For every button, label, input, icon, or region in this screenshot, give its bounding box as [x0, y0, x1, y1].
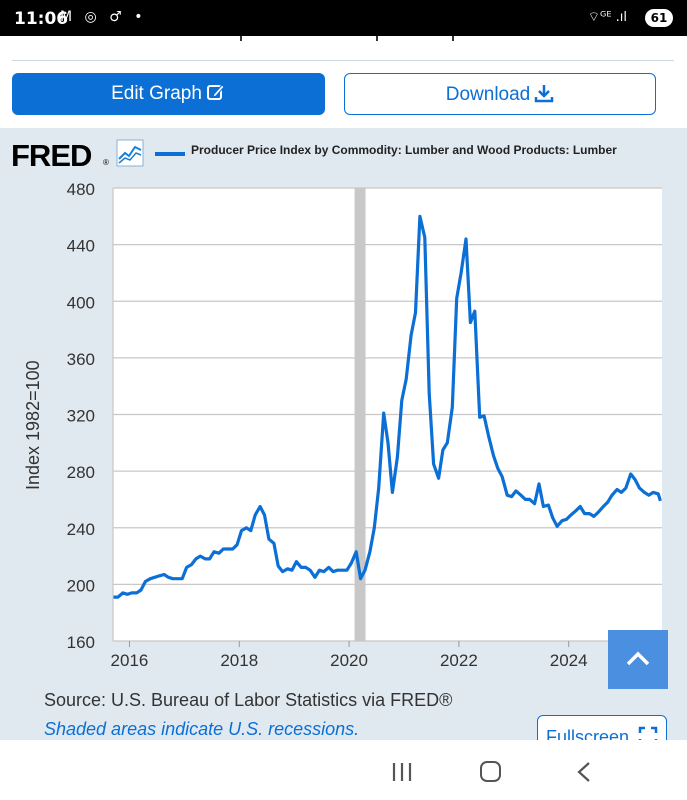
- y-tick-label: 360: [67, 350, 95, 369]
- x-tick-label: 2020: [330, 651, 368, 670]
- notification-icons: M ◎ ♂ •: [60, 9, 147, 25]
- back-icon[interactable]: [576, 761, 592, 783]
- divider: [12, 60, 674, 61]
- x-tick-label: 2022: [440, 651, 478, 670]
- legend-label: Producer Price Index by Commodity: Lumbe…: [191, 143, 617, 157]
- y-axis-ticks: 160 200 240 280 320 360 400 440 480: [67, 180, 95, 652]
- battery-icon: 61: [645, 9, 673, 27]
- download-label: Download: [445, 84, 531, 105]
- edit-icon: [206, 84, 225, 100]
- series-line: [113, 214, 662, 599]
- fred-logo-mark: ®: [103, 158, 109, 167]
- download-button[interactable]: Download: [344, 73, 656, 115]
- system-nav-bar: [0, 740, 687, 800]
- recession-shading: [354, 188, 366, 641]
- recession-note-link[interactable]: Shaded areas indicate U.S. recessions.: [44, 719, 360, 739]
- y-tick-label: 200: [67, 576, 95, 595]
- line-chart[interactable]: 160 200 240 280 320 360 400 440 480 2016 2018 2020…: [0, 175, 687, 680]
- recession-band: [354, 188, 366, 641]
- y-tick-label: 280: [67, 463, 95, 482]
- y-tick-label: 400: [67, 293, 95, 312]
- source-note: Source: U.S. Bureau of Labor Statistics …: [44, 690, 453, 710]
- x-tick-label: 2018: [220, 651, 258, 670]
- recent-apps-icon[interactable]: [391, 762, 413, 782]
- status-time: 11:06: [14, 9, 69, 29]
- legend-swatch: [155, 152, 185, 156]
- signal-wifi-icons: ⌔ᴳᴱ .ıl: [587, 10, 627, 25]
- edit-graph-button[interactable]: Edit Graph: [12, 73, 325, 115]
- chart-icon: [116, 139, 144, 167]
- status-bar: 11:06 M ◎ ♂ • ⌔ᴳᴱ .ıl 61: [0, 0, 687, 36]
- x-axis-ticks: 2016 2018 2020 2022 2024: [111, 641, 588, 670]
- y-tick-label: 240: [67, 520, 95, 539]
- gridlines: [112, 187, 662, 642]
- y-tick-label: 480: [67, 180, 95, 199]
- download-icon: [535, 85, 554, 103]
- chevron-up-icon: [626, 651, 650, 666]
- scroll-to-top-button[interactable]: [608, 630, 668, 689]
- y-tick-label: 440: [67, 237, 95, 256]
- fullscreen-icon: [638, 726, 658, 746]
- x-tick-label: 2016: [111, 651, 149, 670]
- home-icon[interactable]: [480, 761, 501, 782]
- x-tick-label: 2024: [550, 651, 588, 670]
- y-axis-label: Index 1982=100: [23, 360, 43, 490]
- page-scroll-edge: [0, 36, 687, 42]
- y-tick-label: 160: [67, 633, 95, 652]
- y-tick-label: 320: [67, 407, 95, 426]
- edit-graph-label: Edit Graph: [111, 83, 202, 104]
- fred-logo[interactable]: FRED: [11, 138, 92, 173]
